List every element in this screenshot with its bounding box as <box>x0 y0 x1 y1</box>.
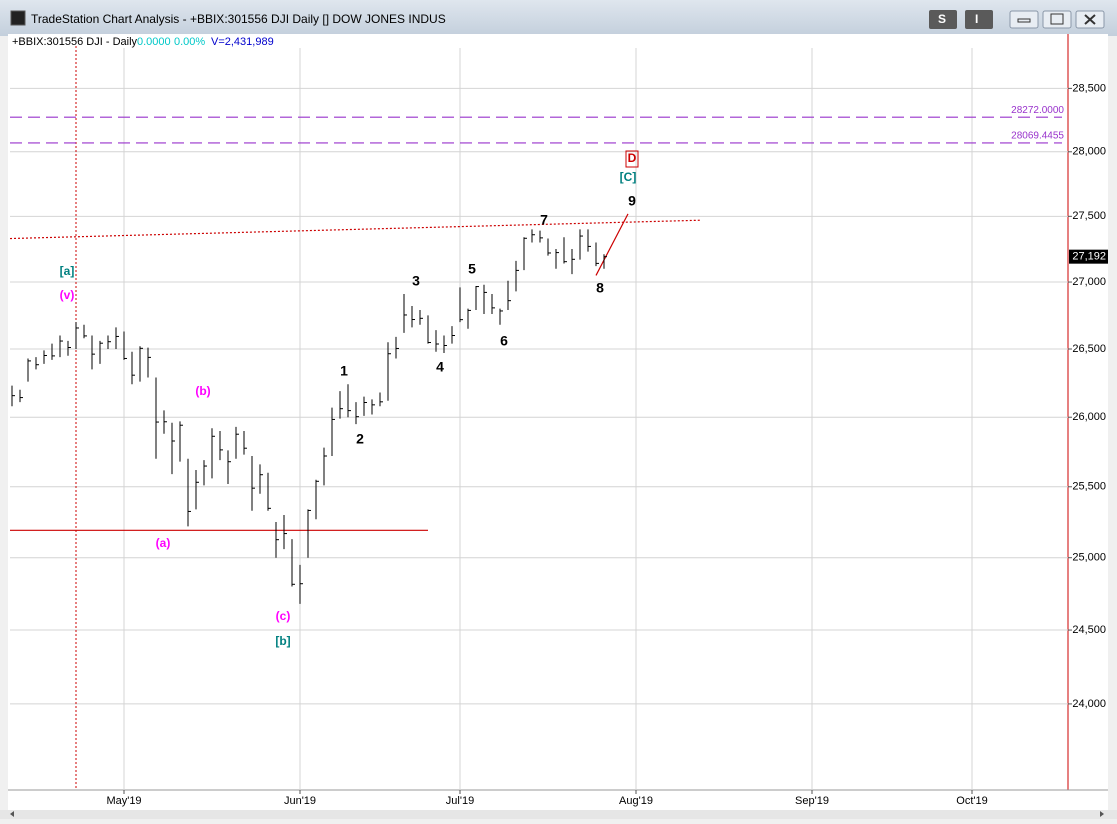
wave-label: D <box>628 151 637 165</box>
s-button-label[interactable]: S <box>938 12 946 26</box>
scroll-right[interactable] <box>1100 811 1104 817</box>
window-title: TradeStation Chart Analysis - +BBIX:3015… <box>31 12 446 26</box>
change-info: 0.0000 <box>137 36 171 48</box>
trendline <box>9 219 701 240</box>
projection-line <box>595 213 629 276</box>
wave-label: 5 <box>468 261 476 277</box>
wave-label: [b] <box>275 634 290 648</box>
y-tick-label: 24,500 <box>1072 624 1106 636</box>
maximize-icon <box>1050 13 1064 25</box>
volume-info: V=2,431,989 <box>211 36 274 48</box>
wave-label: (v) <box>60 288 75 302</box>
chart-area <box>8 34 1108 810</box>
wave-label: (b) <box>195 384 210 398</box>
wave-label: (a) <box>156 536 171 550</box>
i-button[interactable] <box>965 10 993 29</box>
s-button[interactable] <box>929 10 957 29</box>
wave-label: 3 <box>412 273 420 289</box>
wave-labels: [a] (v) (b) (a) (c) [b] 1 2 3 4 5 6 7 8 … <box>60 150 639 648</box>
x-tick-label: Aug'19 <box>619 795 653 807</box>
y-tick-label: 26,000 <box>1072 411 1106 423</box>
close-icon <box>1084 14 1096 25</box>
y-tick-label: 25,500 <box>1072 481 1106 493</box>
x-tick-label: Sep'19 <box>795 795 829 807</box>
wave-label: (c) <box>276 609 291 623</box>
minimize-icon <box>1017 18 1031 23</box>
y-tick-label: 27,000 <box>1072 276 1106 288</box>
wave-label: 2 <box>356 431 364 447</box>
wave-label: [C] <box>620 170 637 184</box>
wave-box <box>625 150 639 168</box>
i-button-label[interactable]: I <box>975 12 978 26</box>
y-tick-label: 24,000 <box>1072 698 1106 710</box>
change-pct-info: 0.00% <box>174 36 205 48</box>
y-tick-label: 25,000 <box>1072 552 1106 564</box>
scroll-left[interactable] <box>10 811 14 817</box>
wave-label: 1 <box>340 363 348 379</box>
y-tick-label: 26,500 <box>1072 343 1106 355</box>
last-price-box <box>1069 249 1108 264</box>
price-line-label: 28069.4455 <box>1011 131 1064 142</box>
last-price-label: 27,192 <box>1072 251 1106 263</box>
y-tick-label: 28,500 <box>1072 82 1106 94</box>
scrollbar[interactable] <box>0 810 1117 819</box>
wave-label: 8 <box>596 280 604 296</box>
wave-label: 7 <box>540 212 548 228</box>
maximize-button[interactable] <box>1042 10 1072 29</box>
x-tick-label: Oct'19 <box>956 795 987 807</box>
wave-label: 6 <box>500 333 508 349</box>
x-tick-label: May'19 <box>106 795 141 807</box>
wave-label: [a] <box>60 264 75 278</box>
wave-label: 4 <box>436 359 444 375</box>
app-icon <box>10 10 26 26</box>
y-tick-label: 27,500 <box>1072 210 1106 222</box>
wave-label: 9 <box>628 193 636 209</box>
x-tick-label: Jul'19 <box>446 795 474 807</box>
symbol-info: +BBIX:301556 DJI - Daily <box>12 36 138 48</box>
x-tick-label: Jun'19 <box>284 795 316 807</box>
y-tick-label: 28,000 <box>1072 146 1106 158</box>
price-line-label: 28272.0000 <box>1011 105 1064 116</box>
plot: 24,000 24,500 25,000 25,500 26,000 26,500 27,0… <box>9 46 1108 807</box>
